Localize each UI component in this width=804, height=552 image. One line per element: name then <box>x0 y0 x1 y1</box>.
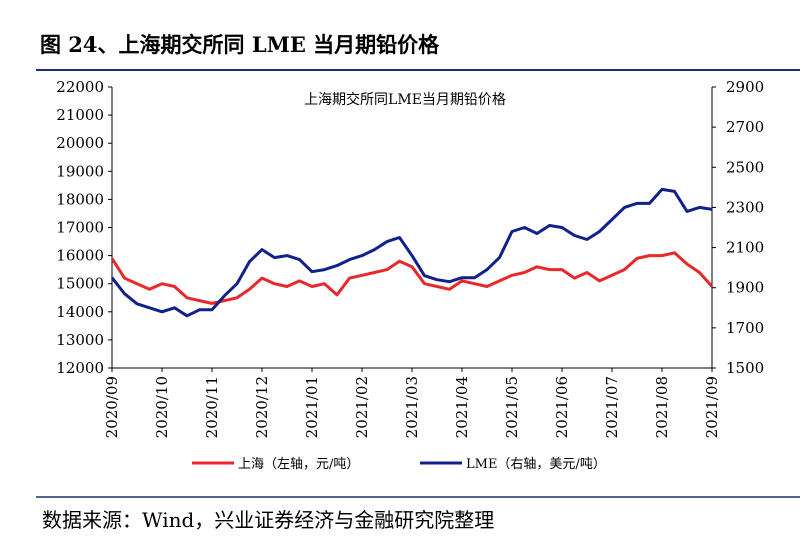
y2-tick-label: 2700 <box>726 118 764 136</box>
x-tick-label: 2020/11 <box>203 376 221 438</box>
y2-tick-label: 1700 <box>726 319 764 337</box>
y2-tick-label: 1500 <box>726 359 764 377</box>
y-tick-label: 12000 <box>56 359 104 377</box>
legend-label: LME（右轴，美元/吨） <box>466 457 606 472</box>
line-series <box>110 251 714 305</box>
y-tick-label: 15000 <box>56 275 104 293</box>
legend-label: 上海（左轴，元/吨） <box>238 457 359 472</box>
y2-tick-label: 1900 <box>726 279 764 297</box>
x-tick-label: 2021/05 <box>503 376 521 438</box>
y-tick-label: 17000 <box>56 219 104 237</box>
x-tick-label: 2021/06 <box>553 376 571 438</box>
y-tick-label: 18000 <box>56 190 104 208</box>
x-tick-label: 2021/08 <box>653 376 671 438</box>
y2-tick-label: 2500 <box>726 158 764 176</box>
x-tick-label: 2021/02 <box>353 376 371 438</box>
y-tick-label: 19000 <box>56 162 104 180</box>
source: 数据来源：Wind，兴业证券经济与金融研究院整理 <box>42 508 494 532</box>
y2-tick-label: 2100 <box>726 239 764 257</box>
y2-tick-label: 2300 <box>726 198 764 216</box>
x-tick-label: 2020/09 <box>103 376 121 438</box>
x-tick-label: 2021/04 <box>453 376 471 438</box>
x-tick-label: 2021/09 <box>703 376 721 438</box>
chart-title: 上海期交所同LME当月期铅价格 <box>304 91 506 108</box>
y-tick-label: 13000 <box>56 331 104 349</box>
x-tick-label: 2020/10 <box>153 376 171 438</box>
y-tick-label: 20000 <box>56 134 104 152</box>
x-tick-label: 2021/07 <box>603 376 621 438</box>
x-tick-label: 2020/12 <box>253 376 271 438</box>
x-tick-label: 2021/03 <box>403 376 421 438</box>
y-tick-label: 21000 <box>56 106 104 124</box>
line-series <box>110 187 713 318</box>
y-tick-label: 14000 <box>56 303 104 321</box>
y-tick-label: 22000 <box>56 78 104 96</box>
header-title: 图 24、上海期交所同 LME 当月期铅价格 <box>40 32 440 57</box>
y-tick-label: 16000 <box>56 247 104 265</box>
x-tick-label: 2021/01 <box>303 376 321 438</box>
y2-tick-label: 2900 <box>726 78 764 96</box>
